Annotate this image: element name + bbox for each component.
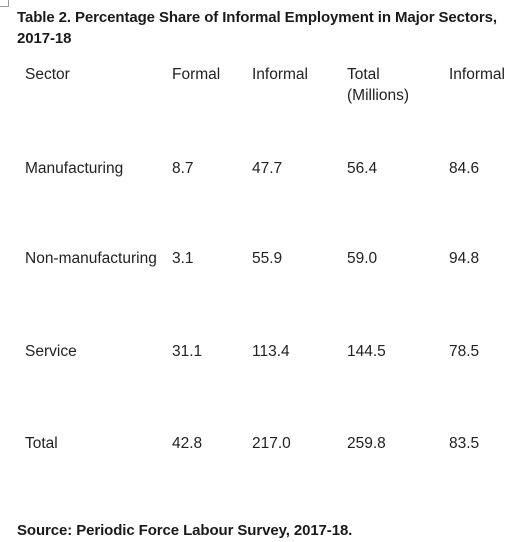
- header-sector: Sector: [25, 66, 70, 83]
- cell-formal: 31.1: [172, 343, 203, 360]
- cell-total: 259.8: [347, 435, 386, 452]
- header-informal-share: Informal: [449, 66, 505, 83]
- cell-formal: 8.7: [172, 160, 194, 177]
- cell-informal-share: 78.5: [449, 343, 480, 360]
- document-corner-mark: [0, 0, 9, 7]
- cell-sector-total: Total: [25, 435, 58, 452]
- header-informal: Informal: [252, 66, 308, 83]
- cell-informal: 55.9: [252, 250, 283, 267]
- cell-sector-manufacturing: Manufacturing: [25, 160, 124, 177]
- cell-informal-share: 83.5: [449, 435, 480, 452]
- cell-informal: 113.4: [252, 343, 290, 360]
- cell-informal-share: 84.6: [449, 160, 480, 177]
- header-total-millions: Total (Millions): [347, 66, 409, 104]
- cell-informal: 217.0: [252, 435, 291, 452]
- cell-formal: 3.1: [172, 250, 194, 267]
- table-title: Table 2. Percentage Share of Informal Em…: [17, 9, 497, 47]
- cell-total: 56.4: [347, 160, 378, 177]
- table-source-note: Source: Periodic Force Labour Survey, 20…: [17, 522, 353, 539]
- cell-total: 59.0: [347, 250, 378, 267]
- cell-sector-service: Service: [25, 343, 77, 360]
- header-formal: Formal: [172, 66, 221, 83]
- cell-informal-share: 94.8: [449, 250, 480, 267]
- cell-formal: 42.8: [172, 435, 203, 452]
- cell-total: 144.5: [347, 343, 386, 360]
- cell-informal: 47.7: [252, 160, 283, 177]
- cell-sector-non-manufacturing: Non-manufacturing: [25, 250, 157, 267]
